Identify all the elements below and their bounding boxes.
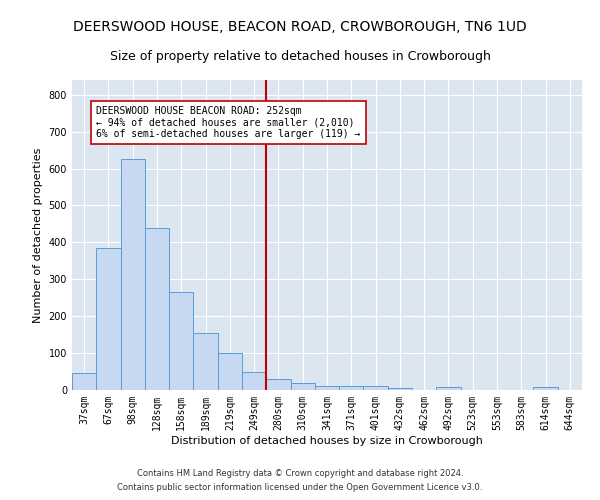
Bar — [169, 292, 193, 390]
Bar — [121, 160, 145, 390]
Text: DEERSWOOD HOUSE, BEACON ROAD, CROWBOROUGH, TN6 1UD: DEERSWOOD HOUSE, BEACON ROAD, CROWBOROUG… — [73, 20, 527, 34]
Bar — [388, 388, 412, 390]
Bar — [364, 386, 388, 390]
Bar — [290, 384, 315, 390]
Bar — [436, 387, 461, 390]
Bar — [72, 374, 96, 390]
X-axis label: Distribution of detached houses by size in Crowborough: Distribution of detached houses by size … — [171, 436, 483, 446]
Bar — [266, 379, 290, 390]
Bar — [145, 228, 169, 390]
Text: DEERSWOOD HOUSE BEACON ROAD: 252sqm
← 94% of detached houses are smaller (2,010): DEERSWOOD HOUSE BEACON ROAD: 252sqm ← 94… — [96, 106, 361, 139]
Bar — [96, 248, 121, 390]
Bar — [339, 386, 364, 390]
Text: Contains HM Land Registry data © Crown copyright and database right 2024.: Contains HM Land Registry data © Crown c… — [137, 468, 463, 477]
Text: Size of property relative to detached houses in Crowborough: Size of property relative to detached ho… — [110, 50, 490, 63]
Text: Contains public sector information licensed under the Open Government Licence v3: Contains public sector information licen… — [118, 484, 482, 492]
Y-axis label: Number of detached properties: Number of detached properties — [33, 148, 43, 322]
Bar — [315, 386, 339, 390]
Bar — [193, 333, 218, 390]
Bar — [242, 372, 266, 390]
Bar — [218, 353, 242, 390]
Bar — [533, 388, 558, 390]
